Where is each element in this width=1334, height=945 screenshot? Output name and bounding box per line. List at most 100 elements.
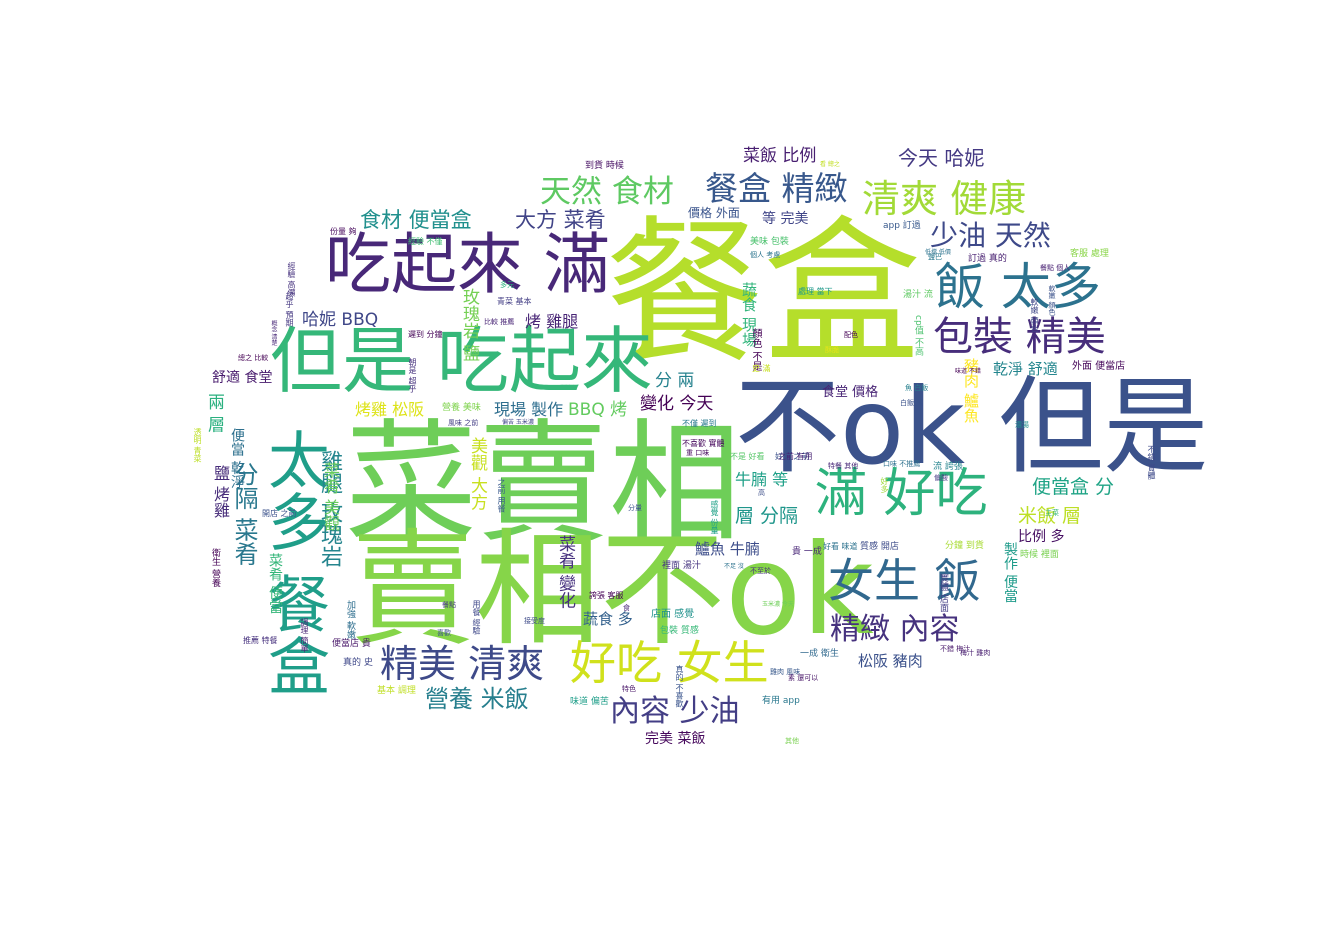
- word-53: 美觀 大方: [467, 437, 487, 511]
- word-49: 外面 便當店: [1072, 361, 1126, 372]
- word-91: 時候 裡面: [1020, 550, 1059, 560]
- word-64: 客服 處理: [1070, 249, 1109, 259]
- word-110: 比較 推薦: [484, 318, 515, 326]
- word-97: 餐點 個人: [1040, 264, 1071, 272]
- word-126: 多元: [500, 281, 514, 289]
- word-125: 偏酸: [934, 474, 948, 482]
- word-82: 誇張 客服: [589, 591, 624, 600]
- word-71: 好看 之前: [775, 452, 810, 461]
- word-48: 價格 外面: [688, 206, 740, 220]
- word-144: 調理 簡單: [300, 618, 309, 653]
- word-23: 食材 便當盒: [360, 208, 472, 232]
- word-102: 素 還可以: [788, 674, 819, 682]
- word-90: 份量 夠: [330, 227, 357, 236]
- word-98: 個人 考慮: [750, 251, 781, 259]
- word-143: 透明 青菜: [193, 428, 202, 463]
- word-130: 高: [758, 489, 765, 497]
- word-69: 營養 美味: [442, 403, 481, 413]
- word-2: 菜賣相: [345, 407, 741, 561]
- word-103: 魚 白飯: [905, 384, 929, 392]
- word-132: 之前 用餐: [497, 478, 506, 513]
- word-137: 軟嫩 顏色: [1030, 298, 1039, 333]
- word-65: 處理 當下: [798, 287, 833, 296]
- word-83: 便當店 貴: [332, 639, 371, 649]
- word-61: 訂過 真的: [968, 254, 1007, 264]
- word-4: 不ok 但是: [735, 366, 1209, 488]
- word-118: 餐點: [442, 601, 456, 609]
- word-67: 不僅 遲到: [682, 419, 717, 428]
- word-7: 太多 餐盒: [257, 428, 330, 696]
- word-59: 菜肴 便當: [267, 553, 283, 614]
- word-44: 完美 菜飯: [645, 731, 706, 747]
- word-111: 青菜 基本: [497, 297, 532, 306]
- word-45: 舒適 食堂: [212, 370, 273, 386]
- word-40: 比例 多: [1018, 529, 1065, 545]
- word-74: 分鐘 到貨: [945, 541, 984, 551]
- word-85: 基本 調理: [377, 686, 416, 696]
- word-70: 不是 好看: [730, 452, 765, 461]
- word-34: 變化 今天: [640, 394, 714, 414]
- word-35: BBQ 烤: [568, 400, 628, 420]
- word-147: 朝是 超乎: [408, 358, 417, 393]
- word-138: 顏色 不是: [750, 328, 761, 372]
- word-14: 精美 清爽: [380, 642, 545, 686]
- word-119: 其他: [785, 737, 799, 745]
- word-112: 不足 沒: [724, 563, 744, 570]
- word-66: 經驗 不僅: [408, 237, 443, 246]
- word-33: 分 兩: [655, 371, 695, 391]
- word-136: 開店 之前: [262, 509, 297, 518]
- word-21: 分隔 菜肴: [230, 462, 258, 566]
- word-140: cp值 不高: [913, 315, 923, 356]
- word-150: 概念 清楚: [270, 320, 277, 346]
- word-148: 低擋 低價: [925, 249, 951, 256]
- word-115: 配色: [844, 331, 858, 339]
- word-94: 不錯 實體: [1147, 445, 1156, 480]
- word-114: 看 總之: [820, 161, 840, 168]
- word-38: 牛腩 等: [735, 470, 789, 489]
- word-57: 便當 乾淨: [229, 428, 245, 489]
- word-26: 菜飯 比例: [743, 146, 817, 166]
- word-133: 用餐 經驗: [472, 600, 481, 635]
- word-106: 玉米濃 今天: [762, 601, 794, 608]
- word-145: 實體 店面: [938, 573, 948, 612]
- word-18: 內容 少油: [610, 694, 740, 729]
- word-121: 分量: [628, 504, 642, 512]
- word-62: 到貨 時候: [585, 161, 624, 171]
- word-12: 包裝 精美: [933, 314, 1106, 360]
- word-73: 流 誇張: [933, 462, 963, 472]
- word-29: 層 分隔: [735, 505, 799, 527]
- word-20: 營養 米飯: [425, 685, 529, 713]
- word-93: 總之 比較: [238, 354, 269, 362]
- word-68: 遲到 分鐘: [408, 330, 443, 339]
- word-131: 感覺 份量: [710, 500, 719, 535]
- word-60: app 訂過: [883, 221, 921, 231]
- word-13: 清爽 健康: [862, 177, 1027, 221]
- word-96: 梅汁 雞肉: [960, 649, 991, 657]
- word-43: 蔬食 多: [583, 610, 633, 628]
- word-109: 重 口味: [686, 449, 710, 457]
- word-99: 特餐 其他: [828, 462, 859, 470]
- word-134: 經驗 高價: [287, 262, 296, 297]
- word-11: 好吃 女生: [570, 636, 769, 690]
- word-149: 軟嫩 顏色: [1048, 285, 1056, 316]
- word-39: 鱸魚 牛腩: [695, 540, 760, 558]
- word-92: 湯汁 流: [903, 290, 933, 300]
- word-63: 美味 包裝: [750, 237, 789, 247]
- word-6: 吃起來 滿: [325, 226, 610, 303]
- word-78: 一成 衛生: [800, 649, 839, 659]
- word-122: 不至於: [750, 567, 771, 575]
- word-31: 玫瑰岩 鹽: [459, 288, 479, 362]
- word-86: 味道 偏苦: [570, 697, 609, 707]
- word-142: 不喜歡 實體: [682, 439, 725, 448]
- word-17: 精緻 內容: [830, 612, 960, 647]
- word-24: 大方 菜肴: [515, 208, 606, 232]
- word-81: 包裝 質感: [660, 626, 699, 636]
- word-129: 好多: [880, 477, 889, 493]
- word-116: 特色: [622, 685, 636, 693]
- word-46: 食堂 價格: [822, 385, 879, 400]
- word-105: 味道 不錯: [955, 368, 981, 375]
- word-72: 之前 有用: [778, 452, 813, 461]
- word-37: 現場 製作: [494, 400, 564, 419]
- word-107: 口味 不推薦: [883, 460, 921, 468]
- word-8: 滿 好吃: [815, 464, 988, 524]
